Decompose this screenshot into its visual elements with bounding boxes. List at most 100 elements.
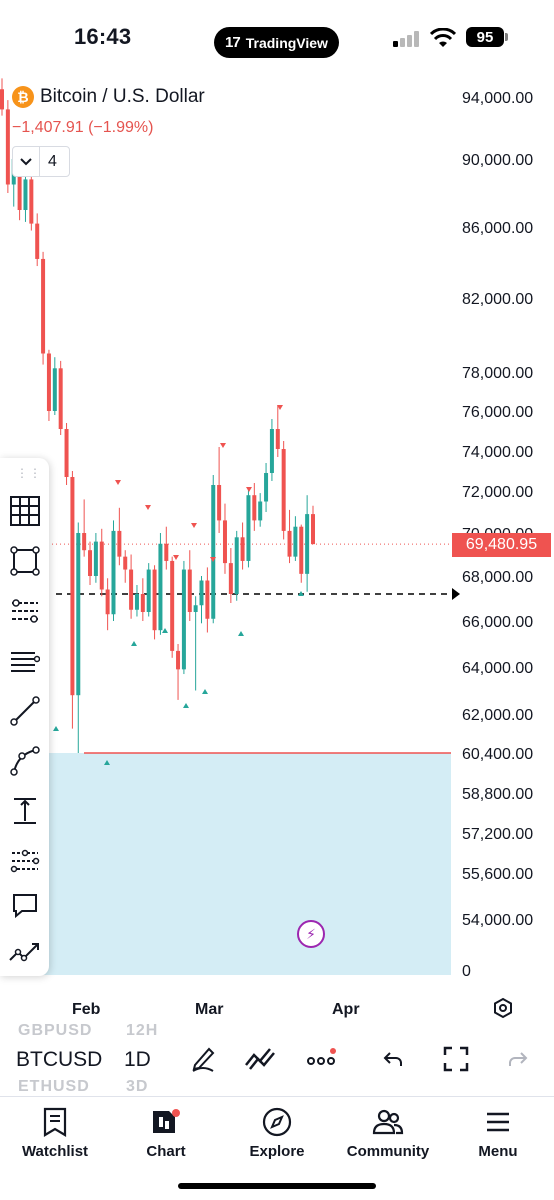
candle-body xyxy=(29,179,34,224)
tradingview-pill-label: TradingView xyxy=(245,34,328,51)
candle-body xyxy=(46,353,51,411)
pivot-high-marker xyxy=(277,405,283,410)
tab-label: Community xyxy=(346,1143,430,1160)
candle-body xyxy=(140,594,145,612)
pivot-low-marker xyxy=(202,689,208,694)
drawing-toolbar: ⋮⋮ xyxy=(0,458,49,976)
price-axis-label: 74,000.00 xyxy=(462,444,533,461)
time-axis[interactable]: Feb Mar Apr xyxy=(0,995,554,1025)
candle-body xyxy=(211,485,216,619)
next-symbol[interactable]: ETHUSD xyxy=(18,1078,90,1095)
candle-body xyxy=(193,605,198,612)
candle-body xyxy=(205,580,210,619)
price-range-icon[interactable] xyxy=(8,794,42,828)
candle-body xyxy=(58,368,63,429)
tab-community[interactable]: Community xyxy=(333,1103,443,1160)
price-axis-label: 62,000.00 xyxy=(462,707,533,724)
community-icon xyxy=(333,1105,443,1139)
curve-icon[interactable] xyxy=(8,744,42,778)
tab-label: Explore xyxy=(249,1143,305,1160)
grid-icon[interactable] xyxy=(8,494,42,528)
menu-icon xyxy=(443,1105,553,1139)
bottom-tab-bar: Watchlist Chart Explore Community Menu xyxy=(0,1096,554,1200)
pivot-low-marker xyxy=(131,641,137,646)
symbol-selector[interactable]: BTCUSD xyxy=(16,1048,103,1071)
price-axis-label: 82,000.00 xyxy=(462,291,533,308)
candle-body xyxy=(129,569,134,610)
candle-body xyxy=(240,537,245,561)
price-axis-label: 94,000.00 xyxy=(462,90,533,107)
pivot-low-marker xyxy=(162,628,168,633)
candle-body xyxy=(23,179,28,210)
candle-body xyxy=(64,429,69,477)
candle-body xyxy=(99,541,104,590)
price-axis-label: 54,000.00 xyxy=(462,912,533,929)
more-options-icon[interactable] xyxy=(305,1042,339,1076)
pivot-high-marker xyxy=(145,505,151,510)
interval-selector[interactable]: 1D xyxy=(124,1048,151,1071)
candlestick-chart[interactable]: 94,000.00 90,000.00 86,000.00 82,000.00 78,0… xyxy=(0,75,554,990)
indicators-icon[interactable] xyxy=(243,1042,277,1076)
pivot-high-marker xyxy=(191,523,197,528)
tab-menu[interactable]: Menu xyxy=(443,1103,553,1160)
prev-symbol[interactable]: GBPUSD xyxy=(18,1022,93,1039)
candle-body xyxy=(305,514,310,574)
candle-body xyxy=(269,429,274,473)
indicator-count: 4 xyxy=(39,147,57,176)
pivot-low-marker xyxy=(238,631,244,636)
price-axis-label: 90,000.00 xyxy=(462,152,533,169)
candle-body xyxy=(17,159,22,210)
drag-handle-icon[interactable]: ⋮⋮ xyxy=(16,466,42,480)
fib-retracement-icon[interactable] xyxy=(8,594,42,628)
time-label-apr: Apr xyxy=(332,1001,360,1018)
price-axis-label: 66,000.00 xyxy=(462,614,533,631)
candle-body xyxy=(158,543,163,631)
candle-body xyxy=(70,477,75,696)
volume-axis-zero: 0 xyxy=(462,963,471,980)
candle-body xyxy=(111,530,116,615)
cellular-signal-icon xyxy=(393,31,419,47)
undo-icon[interactable] xyxy=(376,1042,410,1076)
fib-extension-icon[interactable] xyxy=(8,844,42,878)
chevron-down-icon xyxy=(13,154,39,170)
price-axis-label: 68,000.00 xyxy=(462,569,533,586)
tab-explore[interactable]: Explore xyxy=(222,1103,332,1160)
prev-interval[interactable]: 12H xyxy=(126,1022,159,1039)
indicators-collapse-button[interactable]: 4 xyxy=(12,146,70,177)
candle-body xyxy=(246,495,251,561)
forecast-icon[interactable] xyxy=(8,934,42,968)
redo-icon[interactable] xyxy=(501,1042,535,1076)
battery-tip xyxy=(505,33,508,41)
symbol-header[interactable]: ₿ Bitcoin / U.S. Dollar xyxy=(12,86,205,108)
next-interval[interactable]: 3D xyxy=(126,1078,149,1095)
candle-body xyxy=(181,569,186,670)
tradingview-logo-icon: 17 xyxy=(225,34,241,51)
trend-line-icon[interactable] xyxy=(8,694,42,728)
battery-indicator: 95 xyxy=(466,27,504,47)
rectangle-icon[interactable] xyxy=(8,544,42,578)
pivot-low-marker xyxy=(183,703,189,708)
comment-icon[interactable] xyxy=(8,888,42,922)
time-label-feb: Feb xyxy=(72,1001,101,1018)
chart-settings-icon[interactable] xyxy=(492,997,514,1019)
chart-pane[interactable]: 94,000.00 90,000.00 86,000.00 82,000.00 78,0… xyxy=(0,75,554,990)
tab-chart[interactable]: Chart xyxy=(111,1103,221,1160)
line-arrow-icon xyxy=(452,588,460,600)
candle-body xyxy=(252,495,257,521)
drawing-pen-icon[interactable] xyxy=(186,1042,220,1076)
tab-watchlist[interactable]: Watchlist xyxy=(0,1103,110,1160)
fullscreen-icon[interactable] xyxy=(439,1042,473,1076)
candle-body xyxy=(105,589,110,615)
candle-body xyxy=(258,501,263,521)
wifi-icon xyxy=(430,28,456,47)
candle-body xyxy=(234,537,239,594)
lightning-icon[interactable]: ⚡ xyxy=(297,920,325,948)
price-axis-label: 57,200.00 xyxy=(462,826,533,843)
tab-label: Watchlist xyxy=(21,1143,89,1160)
candle-body xyxy=(222,520,227,564)
pivot-high-marker xyxy=(220,443,226,448)
status-bar: 16:43 17 TradingView 95 xyxy=(0,0,554,75)
parallel-lines-icon[interactable] xyxy=(8,644,42,678)
price-axis-label: 78,000.00 xyxy=(462,365,533,382)
symbol-title[interactable]: Bitcoin / U.S. Dollar xyxy=(40,86,205,107)
